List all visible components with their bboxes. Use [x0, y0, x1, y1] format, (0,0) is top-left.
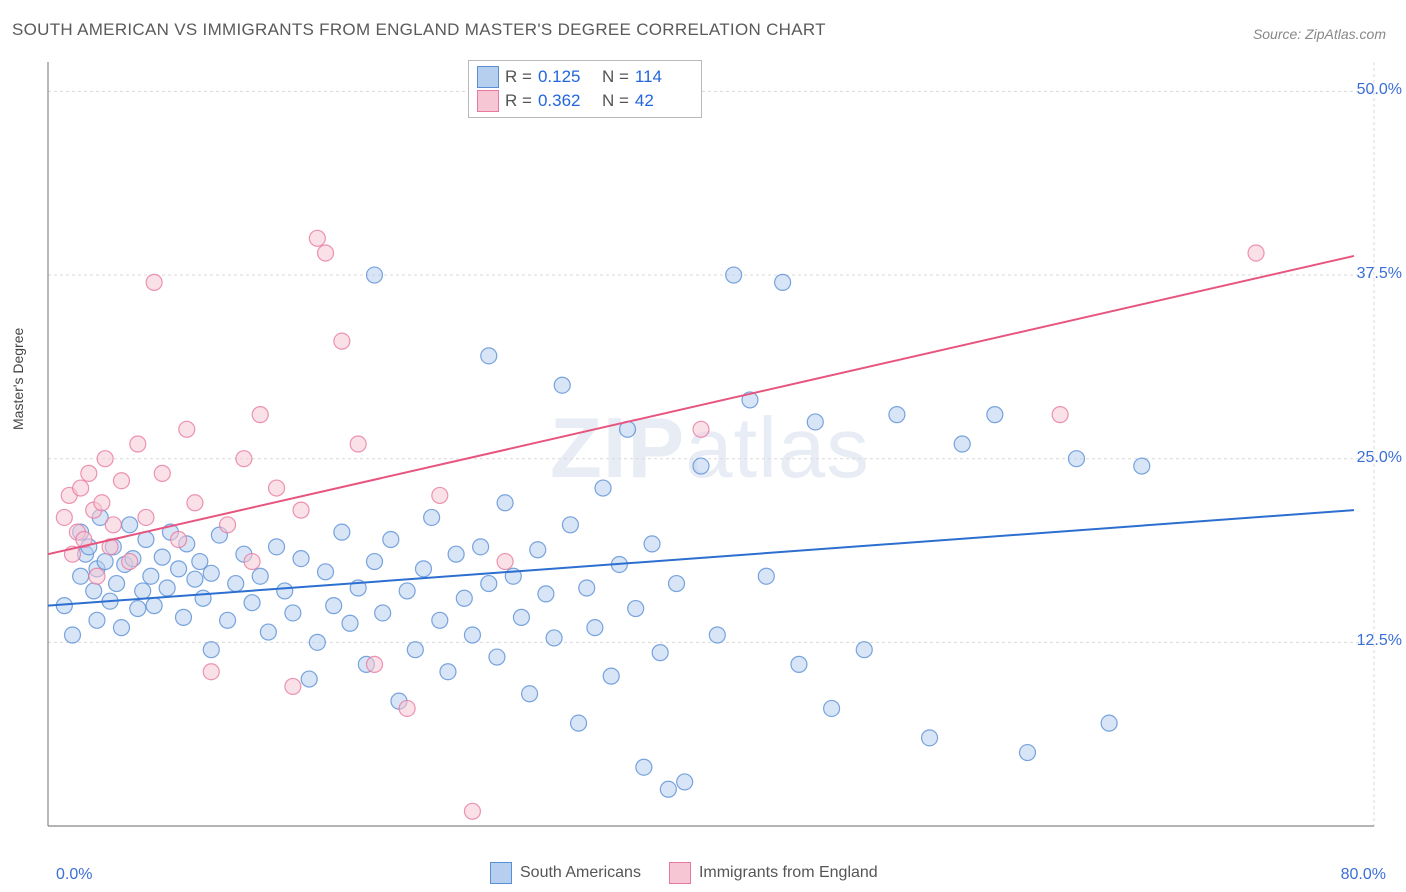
- legend-label: Immigrants from England: [699, 864, 878, 882]
- stats-row: R = 0.362 N = 42: [477, 89, 693, 113]
- r-value: 0.362: [538, 89, 588, 113]
- y-axis-tick: 37.5%: [1357, 265, 1402, 283]
- chart-area: [46, 58, 1376, 828]
- legend-item: South Americans: [490, 862, 641, 884]
- scatter-chart: [46, 58, 1376, 828]
- stats-row: R = 0.125 N = 114: [477, 65, 693, 89]
- x-axis-max: 80.0%: [1341, 866, 1386, 884]
- n-label: N =: [602, 65, 629, 89]
- r-label: R =: [505, 89, 532, 113]
- r-label: R =: [505, 65, 532, 89]
- y-axis-label: Master's Degree: [10, 328, 26, 430]
- swatch-icon: [477, 66, 499, 88]
- y-axis-tick: 50.0%: [1357, 81, 1402, 99]
- series-legend: South Americans Immigrants from England: [490, 862, 878, 884]
- y-axis-tick: 25.0%: [1357, 449, 1402, 467]
- legend-label: South Americans: [520, 864, 641, 882]
- swatch-icon: [669, 862, 691, 884]
- n-value: 42: [635, 89, 685, 113]
- swatch-icon: [477, 90, 499, 112]
- x-axis-min: 0.0%: [56, 866, 92, 884]
- r-value: 0.125: [538, 65, 588, 89]
- swatch-icon: [490, 862, 512, 884]
- y-axis-tick: 12.5%: [1357, 632, 1402, 650]
- chart-title: SOUTH AMERICAN VS IMMIGRANTS FROM ENGLAN…: [12, 20, 826, 40]
- legend-item: Immigrants from England: [669, 862, 878, 884]
- n-value: 114: [635, 65, 685, 89]
- stats-legend: R = 0.125 N = 114 R = 0.362 N = 42: [468, 60, 702, 118]
- source-label: Source: ZipAtlas.com: [1253, 26, 1386, 42]
- n-label: N =: [602, 89, 629, 113]
